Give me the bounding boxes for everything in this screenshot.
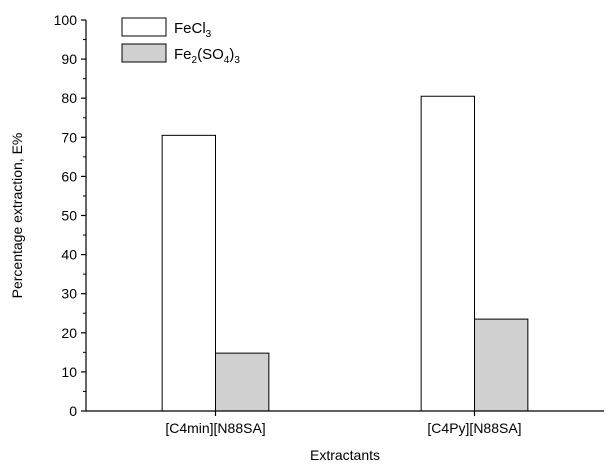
y-tick-label: 30 (61, 286, 77, 302)
y-tick-label: 40 (61, 247, 77, 263)
legend-label-0: FeCl3​ (174, 20, 212, 40)
y-tick-label: 50 (61, 208, 77, 224)
legend-swatch-0 (121, 17, 167, 37)
x-axis-ticks: [C4min][N88SA] [C4Py][N88SA] (165, 411, 522, 436)
x-axis-title: Extractants (310, 447, 380, 463)
x-tick-label: [C4Py][N88SA] (427, 420, 521, 436)
y-tick-label: 70 (61, 129, 77, 145)
bar-series-0-1 (420, 95, 475, 412)
y-axis-ticks: 0 10 20 30 40 50 60 70 80 90 100 (54, 12, 86, 419)
y-tick-label: 80 (61, 90, 77, 106)
bar-series-1-0 (215, 352, 270, 412)
bar-series-0-0 (161, 134, 216, 412)
legend: FeCl3​ Fe2​(SO4​)3​ (121, 17, 240, 66)
y-tick-label: 100 (54, 12, 78, 28)
legend-label-1: Fe2​(SO4​)3​ (174, 46, 240, 66)
y-tick-label: 10 (61, 364, 77, 380)
bars (161, 95, 529, 412)
bar-series-1-1 (474, 318, 529, 412)
y-tick-label: 0 (69, 403, 77, 419)
y-tick-label: 20 (61, 325, 77, 341)
y-tick-label: 90 (61, 51, 77, 67)
x-tick-label: [C4min][N88SA] (165, 420, 265, 436)
y-tick-label: 60 (61, 168, 77, 184)
legend-swatch-1 (121, 43, 167, 63)
y-axis-title: Percentage extraction, E% (9, 133, 25, 299)
